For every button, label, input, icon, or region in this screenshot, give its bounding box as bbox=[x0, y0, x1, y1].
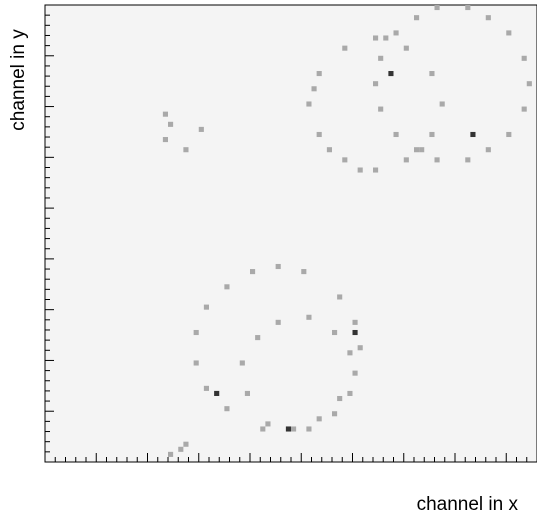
cell bbox=[332, 329, 338, 336]
cell bbox=[373, 35, 379, 41]
cell bbox=[275, 319, 281, 325]
cell bbox=[403, 45, 409, 51]
cell bbox=[434, 5, 440, 11]
cell bbox=[203, 385, 209, 391]
cell bbox=[337, 294, 343, 300]
cell bbox=[521, 55, 527, 61]
cell bbox=[244, 390, 250, 396]
cell bbox=[203, 304, 209, 310]
cell bbox=[183, 147, 189, 153]
cell bbox=[193, 329, 199, 336]
cell bbox=[301, 269, 307, 275]
cell bbox=[403, 157, 409, 163]
cell bbox=[388, 71, 394, 77]
cell bbox=[265, 421, 271, 427]
cell bbox=[419, 147, 425, 153]
cell bbox=[485, 147, 491, 153]
cell bbox=[168, 451, 174, 457]
cell bbox=[260, 426, 266, 432]
cell bbox=[357, 167, 363, 173]
cell bbox=[291, 426, 297, 432]
cell bbox=[337, 395, 343, 402]
cell bbox=[326, 147, 332, 153]
cell bbox=[239, 360, 245, 366]
cell bbox=[311, 86, 317, 92]
cell bbox=[357, 345, 363, 351]
cell bbox=[465, 157, 471, 163]
cell bbox=[285, 426, 291, 432]
cell bbox=[485, 15, 491, 21]
cell bbox=[255, 335, 261, 341]
cell bbox=[506, 131, 512, 138]
cell bbox=[470, 131, 476, 138]
cell bbox=[393, 30, 399, 36]
cell bbox=[306, 314, 312, 320]
cell bbox=[342, 157, 348, 163]
cell bbox=[378, 55, 384, 61]
cell bbox=[352, 370, 358, 376]
cell bbox=[465, 5, 471, 11]
cell bbox=[439, 101, 445, 107]
plot-area bbox=[44, 4, 537, 463]
cell bbox=[373, 167, 379, 173]
cell bbox=[429, 131, 435, 138]
cell bbox=[183, 441, 189, 447]
cell bbox=[429, 71, 435, 77]
cell bbox=[162, 111, 168, 117]
cell bbox=[306, 426, 312, 432]
cell bbox=[521, 106, 527, 112]
cell bbox=[342, 45, 348, 51]
cell bbox=[316, 131, 322, 138]
cell bbox=[383, 35, 389, 41]
cell bbox=[506, 30, 512, 36]
cell bbox=[316, 71, 322, 77]
cell bbox=[275, 263, 281, 270]
cell bbox=[347, 350, 353, 356]
cell bbox=[224, 406, 230, 412]
cell bbox=[198, 126, 204, 132]
cell bbox=[162, 137, 168, 143]
cell bbox=[352, 319, 358, 325]
cell bbox=[224, 284, 230, 290]
cell bbox=[347, 390, 353, 396]
cell bbox=[316, 416, 322, 422]
cell bbox=[378, 106, 384, 112]
cell bbox=[250, 269, 256, 275]
cell bbox=[352, 329, 358, 336]
cell bbox=[178, 446, 184, 452]
cell bbox=[168, 121, 174, 127]
cell bbox=[373, 81, 379, 87]
cell bbox=[434, 157, 440, 163]
cell bbox=[414, 15, 420, 21]
cell bbox=[414, 147, 420, 153]
cell bbox=[214, 390, 220, 396]
x-axis-label: channel in x bbox=[417, 494, 519, 515]
cell bbox=[193, 360, 199, 366]
cell bbox=[393, 131, 399, 138]
cell bbox=[306, 101, 312, 107]
y-axis-label: channel in y bbox=[8, 29, 29, 131]
cell bbox=[526, 81, 532, 87]
cell bbox=[332, 411, 338, 417]
